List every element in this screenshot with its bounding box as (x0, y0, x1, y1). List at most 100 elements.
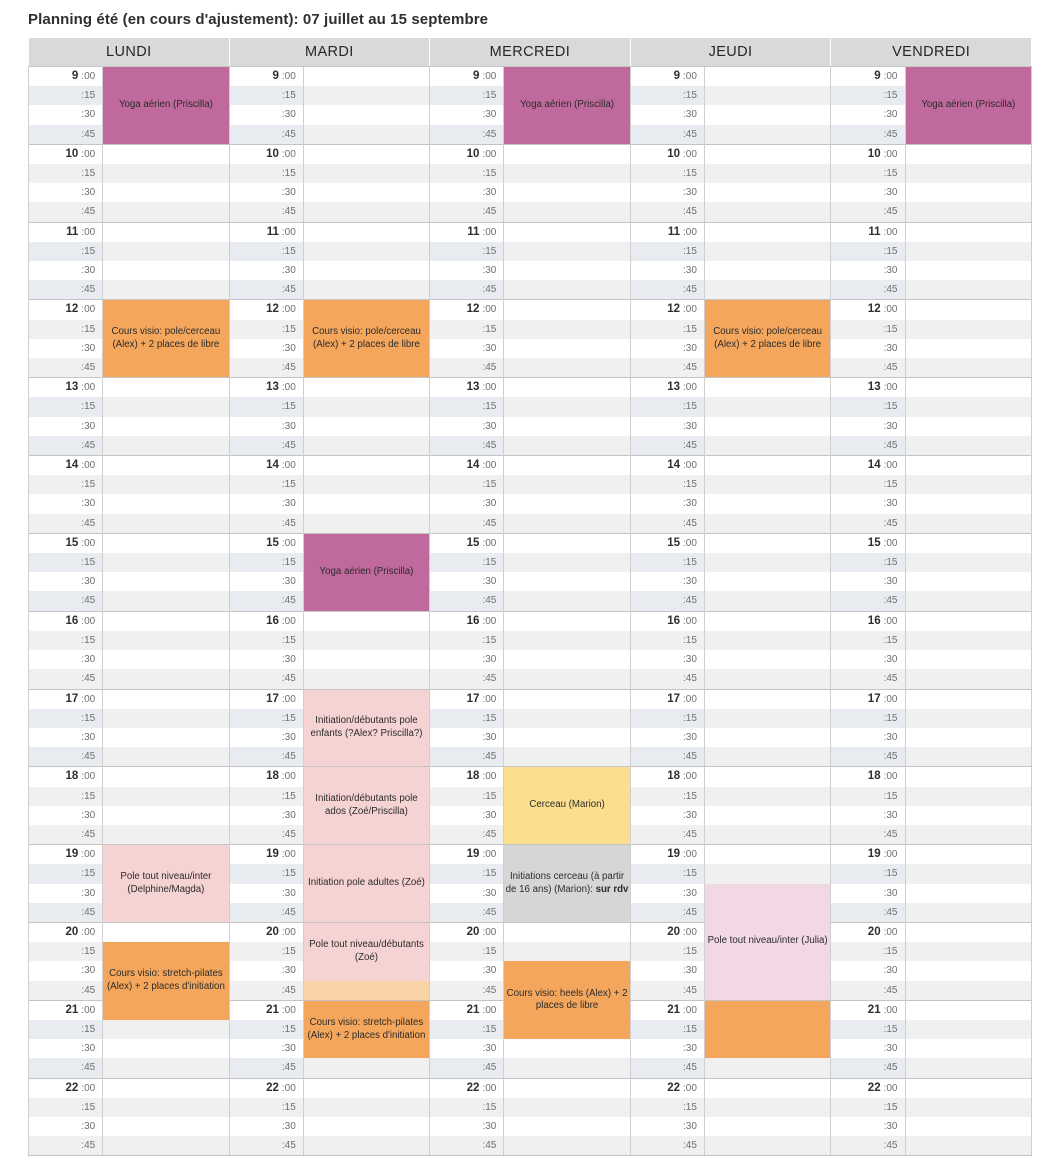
empty-slot (303, 610, 431, 631)
empty-slot (503, 1116, 631, 1137)
event-block[interactable]: Initiation/débutants pole enfants (?Alex… (303, 688, 431, 767)
empty-slot (503, 1039, 631, 1059)
time-label-jeudi-10:00: 10:00 (629, 143, 705, 165)
time-label-lundi-10:30: :30 (27, 183, 104, 203)
time-label-lundi-16:45: :45 (27, 669, 104, 689)
time-label-jeudi-20:00: 20:00 (629, 921, 705, 943)
minute-label: :30 (883, 498, 898, 510)
empty-slot (102, 513, 230, 534)
schedule-body: 9:00 Yoga aérien (Priscilla) 9:00 9:00 Yoga … (27, 66, 1032, 1156)
time-row: :45:45:45:45:45 (27, 669, 1032, 689)
empty-slot (704, 708, 832, 728)
time-label-mercredi-16:15: :15 (429, 630, 505, 651)
event-block[interactable]: Cours visio: pole/cerceau (Alex) + 2 pla… (704, 299, 832, 378)
time-label-lundi-11:30: :30 (27, 261, 104, 281)
time-label-lundi-11:45: :45 (27, 280, 104, 300)
event-block[interactable]: Cours visio: heels (Alex) + 2 places de … (503, 961, 631, 1040)
event-block[interactable]: Yoga aérien (Priscilla) (503, 66, 631, 145)
minute-label: :00 (81, 849, 96, 861)
time-label-vendredi-13:45: :45 (830, 435, 906, 456)
minute-label: :15 (81, 1023, 96, 1035)
time-label-mercredi-17:00: 17:00 (429, 688, 505, 709)
time-label-jeudi-12:00: 12:00 (629, 299, 705, 320)
minute-label: :30 (281, 654, 296, 666)
time-label-mercredi-15:00: 15:00 (429, 532, 505, 554)
empty-slot (503, 221, 631, 242)
time-label-jeudi-12:45: :45 (629, 358, 705, 378)
minute-label: :00 (883, 1004, 898, 1016)
minute-label: :30 (81, 187, 96, 199)
empty-slot (102, 591, 230, 612)
hour-number: 17 (466, 692, 480, 705)
time-label-mardi-17:15: :15 (228, 708, 304, 728)
empty-slot (704, 455, 832, 476)
time-label-mercredi-10:45: :45 (429, 202, 505, 223)
empty-slot (503, 416, 631, 436)
minute-label: :15 (281, 712, 296, 724)
time-row: :15:15:15:15:15 (27, 475, 1032, 495)
event-block[interactable]: Pole tout niveau/inter (Julia) (704, 883, 832, 1001)
minute-label: :30 (281, 809, 296, 821)
hour-number: 14 (867, 459, 881, 472)
time-label-mardi-16:45: :45 (228, 669, 304, 689)
minute-label: :30 (683, 1043, 697, 1055)
hour-number: 22 (466, 1081, 480, 1094)
event-label-emphasis: sur rdv (595, 883, 629, 895)
event-block[interactable]: Initiation/débutants pole ados (Zoé/Pris… (303, 766, 431, 845)
event-block[interactable]: Yoga aérien (Priscilla) (303, 532, 431, 612)
empty-slot (905, 513, 1032, 534)
time-label-lundi-19:45: :45 (27, 902, 104, 923)
empty-slot (303, 241, 431, 262)
time-label-jeudi-10:30: :30 (629, 183, 705, 203)
minute-label: :30 (281, 498, 296, 510)
event-block[interactable]: Initiation pole adultes (Zoé) (303, 844, 431, 923)
minute-label: :00 (81, 226, 96, 238)
time-label-vendredi-15:45: :45 (830, 591, 906, 612)
time-label-jeudi-22:45: :45 (629, 1136, 705, 1156)
minute-label: :45 (281, 828, 296, 840)
event-block[interactable]: Yoga aérien (Priscilla) (905, 66, 1032, 145)
time-label-mardi-9:30: :30 (228, 105, 304, 125)
empty-slot (704, 805, 832, 825)
minute-label: :30 (883, 1043, 898, 1055)
event-block[interactable] (704, 999, 832, 1059)
empty-slot (102, 572, 230, 592)
minute-label: :30 (883, 731, 898, 743)
hour-number: 19 (266, 848, 279, 861)
time-label-vendredi-18:00: 18:00 (830, 766, 906, 787)
time-label-mercredi-13:45: :45 (429, 435, 505, 456)
empty-slot (503, 280, 631, 300)
event-block[interactable]: Initiations cerceau (à partir de 16 ans)… (503, 844, 631, 923)
event-block[interactable]: Cours visio: pole/cerceau (Alex) + 2 pla… (303, 299, 431, 378)
event-label: Initiation/débutants pole enfants (?Alex… (310, 715, 423, 739)
event-block[interactable]: Cours visio: pole/cerceau (Alex) + 2 pla… (102, 299, 230, 378)
time-label-lundi-12:00: 12:00 (27, 299, 104, 320)
empty-slot (102, 630, 230, 651)
event-block[interactable]: Cours visio: stretch-pilates (Alex) + 2 … (102, 942, 230, 1020)
empty-slot (704, 1097, 832, 1117)
time-row: :30:30:30:30:30 (27, 416, 1032, 436)
empty-slot (102, 494, 230, 514)
minute-label: :00 (883, 226, 898, 238)
time-row: 19 :00 Pole tout niveau/inter (Delphine/Ma… (27, 844, 1032, 923)
minute-label: :00 (883, 148, 898, 160)
time-row: :45:45:45:45:45 (27, 902, 1032, 923)
event-block[interactable]: Pole tout niveau/débutants (Zoé) (303, 921, 431, 981)
time-label-jeudi-20:45: :45 (629, 980, 705, 1001)
event-block[interactable]: Pole tout niveau/inter (Delphine/Magda) (102, 844, 230, 923)
event-block[interactable] (303, 980, 431, 1001)
empty-slot (905, 1077, 1032, 1098)
minute-label: :30 (482, 187, 497, 199)
event-block[interactable]: Cours visio: stretch-pilates (Alex) + 2 … (303, 999, 431, 1059)
event-block[interactable]: Yoga aérien (Priscilla) (102, 66, 230, 145)
empty-slot (503, 319, 631, 339)
minute-label: :00 (482, 537, 497, 549)
time-label-vendredi-21:30: :30 (830, 1039, 906, 1059)
time-label-vendredi-12:00: 12:00 (830, 299, 906, 320)
event-block[interactable]: Cerceau (Marion) (503, 766, 631, 845)
minute-label: :45 (683, 517, 697, 529)
empty-slot (303, 183, 431, 203)
empty-slot (704, 183, 832, 203)
minute-label: :00 (281, 771, 296, 783)
time-label-vendredi-22:45: :45 (830, 1136, 906, 1156)
